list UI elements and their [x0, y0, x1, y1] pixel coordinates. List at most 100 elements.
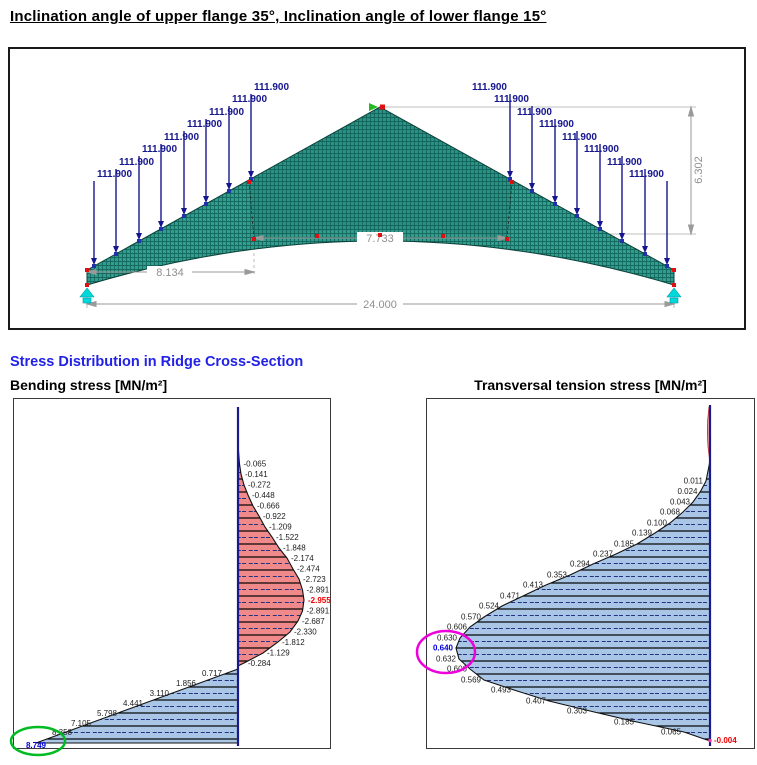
stress-value-label: -0.284: [248, 659, 271, 668]
load-arrowhead-icon: [597, 221, 603, 228]
stress-value-label: 0.237: [593, 550, 614, 559]
load-value-label: 111.900: [562, 132, 597, 143]
stress-value-label: -2.723: [303, 575, 326, 584]
bending-positive-region: [35, 668, 239, 744]
red-node-square: [378, 233, 382, 237]
load-value-label: 111.900: [232, 94, 267, 105]
transversal-value-labels: 0.0110.0240.0430.0680.1000.1390.1850.237…: [433, 477, 737, 746]
peak-marker-icon: [369, 103, 385, 111]
load-value-label: 111.900: [119, 157, 154, 168]
magenta-ellipse-annotation: [415, 629, 477, 675]
node-square: [575, 214, 579, 218]
stress-value-label: 0.100: [647, 519, 668, 528]
stress-value-label: 7.105: [71, 719, 92, 728]
stress-value-label: -1.129: [267, 649, 290, 658]
dim-ridge-segment-label: 7.733: [366, 233, 394, 245]
red-node-square: [672, 268, 676, 272]
stress-value-label: 0.068: [660, 508, 681, 517]
load-arrowhead-icon: [203, 196, 209, 203]
bending-negative-region: [237, 443, 305, 667]
stress-value-label: 0.011: [684, 477, 704, 486]
stress-value-label: 0.413: [523, 581, 544, 590]
stress-value-label: 0.717: [202, 669, 223, 678]
red-node-square: [247, 180, 251, 184]
stress-value-label: -2.174: [291, 554, 314, 563]
red-node-square: [441, 234, 445, 238]
dim-left-segment-label: 8.134: [156, 267, 184, 279]
stress-value-label: -0.065: [244, 460, 267, 469]
node-square: [530, 189, 534, 193]
dim-height-label: 6.302: [693, 156, 705, 184]
page-title: Inclination angle of upper flange 35°, I…: [10, 8, 547, 25]
truss-ridge-zone-overlay: [249, 107, 512, 239]
red-node-square: [252, 237, 256, 241]
green-ellipse-annotation: [9, 725, 67, 757]
node-square: [665, 264, 669, 268]
stress-value-label: -0.666: [257, 502, 280, 511]
load-arrowhead-icon: [552, 196, 558, 203]
node-square: [182, 214, 186, 218]
load-value-label: 111.900: [209, 107, 244, 118]
node-square: [159, 227, 163, 231]
load-arrowhead-icon: [248, 171, 254, 178]
node-square: [643, 252, 647, 256]
load-value-label: 111.900: [142, 144, 177, 155]
stress-value-label: 0.294: [570, 560, 591, 569]
transversal-positive-region: [455, 460, 711, 742]
load-arrowhead-icon: [507, 171, 513, 178]
node-square: [249, 177, 253, 181]
bending-value-labels: -0.065-0.141 -0.272-0.448 -0.666-0.922 -1.2…: [26, 460, 331, 751]
node-square: [92, 264, 96, 268]
stress-value-label: -0.272: [248, 481, 271, 490]
red-node-square: [510, 180, 514, 184]
dim-total-span-label: 24.000: [363, 299, 397, 311]
bending-chart-frame: -0.065 -0.141 -0.272 -0.448 -0.666 -0.922 -1.2…: [9, 398, 331, 757]
load-value-label: 111.900: [584, 144, 619, 155]
red-node-square: [85, 268, 89, 272]
red-node-square: [315, 234, 319, 238]
load-value-label: 111.900: [97, 169, 132, 180]
dimension-labels: 24.000 8.134 7.733 6.302: [147, 156, 705, 311]
load-arrowhead-icon: [158, 221, 164, 228]
node-square: [553, 202, 557, 206]
load-value-label: 111.900: [607, 157, 642, 168]
stress-value-label: -1.209: [269, 523, 292, 532]
red-node-square: [505, 237, 509, 241]
truss-internal-dashed-lines: [248, 181, 513, 240]
load-arrowhead-icon: [574, 208, 580, 215]
bending-chart-title: Bending stress [MN/m²]: [10, 377, 168, 393]
stress-value-label: 0.606: [447, 665, 468, 674]
stress-value-label: -2.891: [307, 586, 330, 595]
stress-value-label: -0.922: [263, 512, 286, 521]
min-bending-value-label: -2.955: [308, 596, 331, 605]
stress-section-heading: Stress Distribution in Ridge Cross-Secti…: [10, 354, 304, 370]
stress-value-label: 0.065: [661, 728, 682, 737]
stress-value-label: -2.687: [302, 617, 325, 626]
node-square: [598, 227, 602, 231]
support-icon-right: [666, 287, 682, 304]
stress-value-label: 0.407: [526, 697, 547, 706]
load-arrowhead-icon: [226, 183, 232, 190]
transversal-stress-chart: 0.0110.0240.0430.0680.1000.1390.1850.237…: [415, 405, 737, 746]
truss-mesh-body: [86, 106, 675, 286]
node-square: [114, 252, 118, 256]
end-transversal-value-label: -0.004: [714, 736, 737, 745]
stress-value-label: 0.632: [436, 655, 457, 664]
truss-model-figure: 24.000 8.134 7.733 6.302 111.900111.9001…: [79, 82, 705, 311]
load-arrowhead-icon: [181, 208, 187, 215]
load-arrowhead-icon: [642, 246, 648, 253]
stress-value-label: 0.524: [479, 602, 500, 611]
node-square: [227, 189, 231, 193]
node-square: [508, 177, 512, 181]
stress-value-label: 0.606: [447, 623, 468, 632]
stress-value-label: 0.303: [567, 707, 588, 716]
red-node-square: [672, 283, 676, 287]
stress-value-label: -1.848: [283, 544, 306, 553]
max-bending-value-label: 8.749: [26, 741, 47, 750]
support-icon-left: [79, 287, 95, 304]
load-arrowhead-icon: [529, 183, 535, 190]
stress-value-label: -2.474: [297, 565, 320, 574]
stress-value-label: 0.024: [677, 487, 698, 496]
stress-value-label: 3.110: [150, 689, 170, 698]
bending-stress-chart: -0.065-0.141 -0.272-0.448 -0.666-0.922 -1.2…: [9, 407, 331, 757]
